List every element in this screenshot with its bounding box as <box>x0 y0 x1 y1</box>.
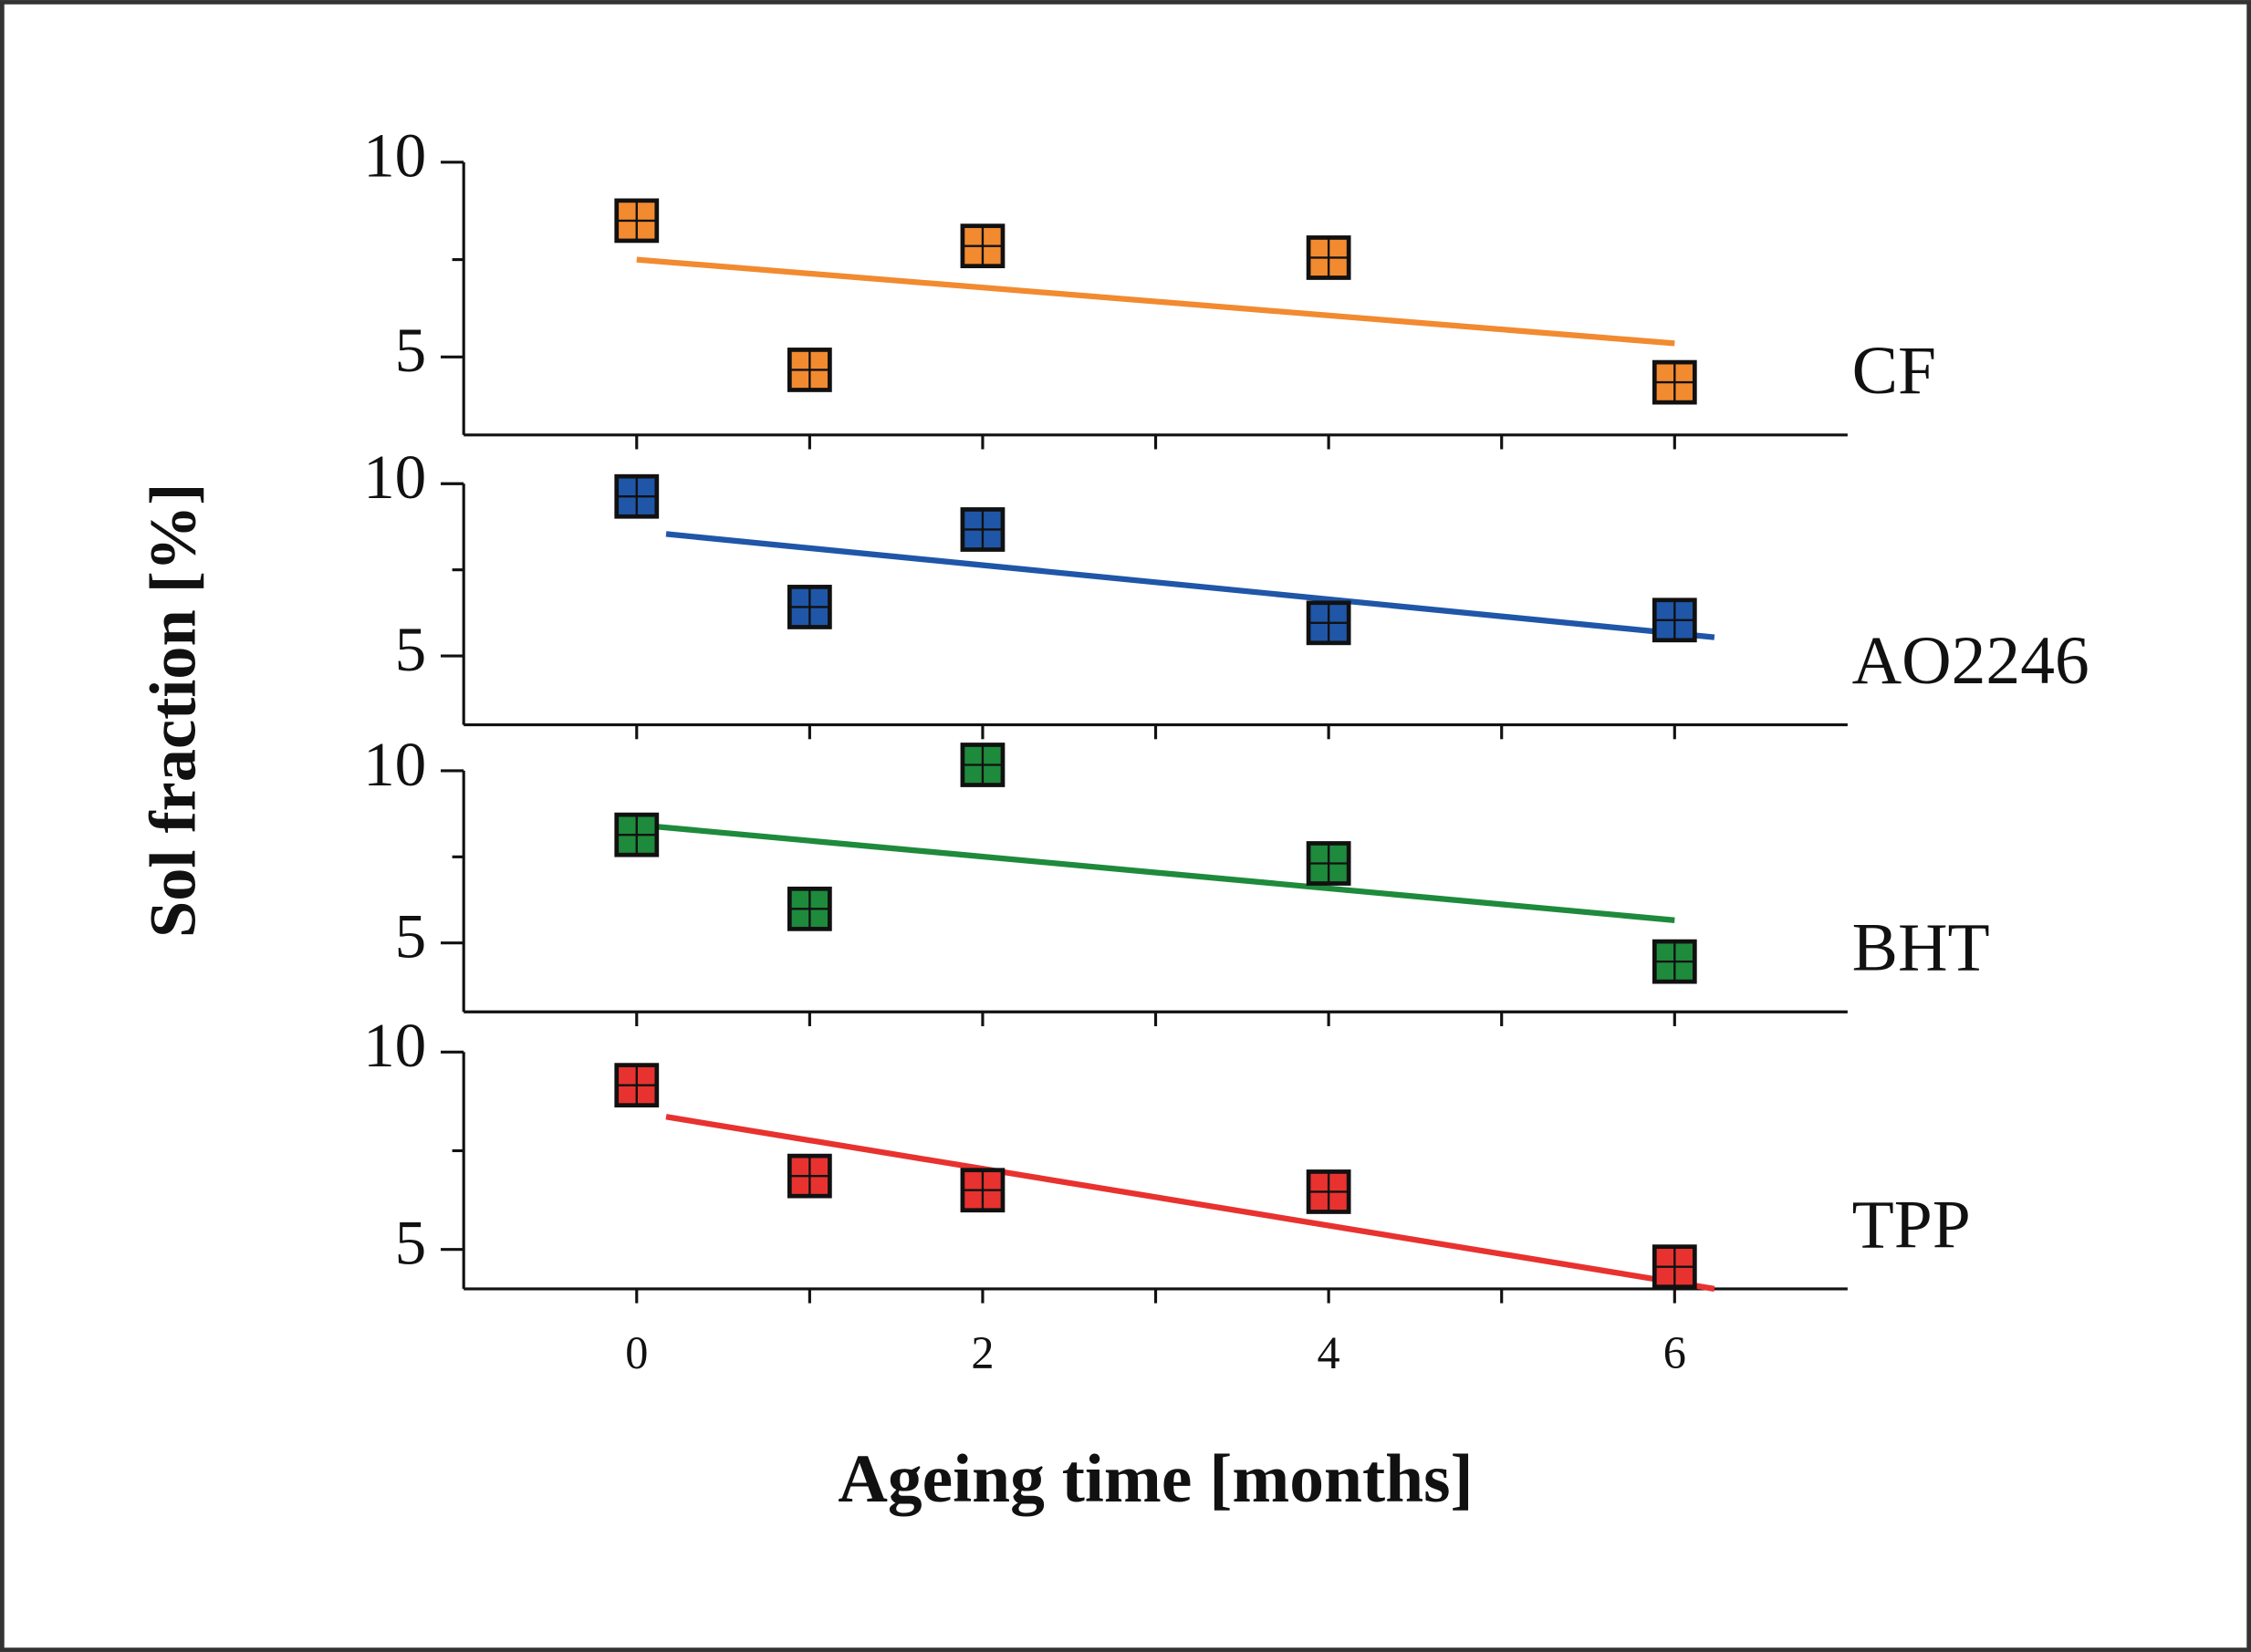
x-tick-label: 6 <box>1663 1327 1686 1378</box>
series-label: CF <box>1852 333 1936 409</box>
y-tick-label: 5 <box>395 901 427 971</box>
marker <box>1652 939 1697 984</box>
fit-line <box>665 1114 1715 1293</box>
marker <box>614 473 660 519</box>
marker <box>960 223 1006 269</box>
marker <box>960 743 1006 787</box>
marker <box>1306 1169 1351 1214</box>
marker <box>1652 359 1697 405</box>
y-tick-label: 10 <box>363 729 426 799</box>
x-tick-label: 0 <box>625 1327 648 1378</box>
marker <box>614 1063 660 1108</box>
series-label: TPP <box>1852 1187 1971 1262</box>
y-tick-label: 5 <box>395 315 427 385</box>
y-tick-label: 10 <box>363 120 426 191</box>
marker <box>1652 597 1697 643</box>
series-label: BHT <box>1852 910 1990 986</box>
marker <box>787 886 832 931</box>
marker <box>960 507 1006 552</box>
fit-line <box>636 256 1675 347</box>
marker <box>960 1168 1006 1213</box>
marker <box>787 1153 832 1199</box>
x-tick-label: 2 <box>971 1327 994 1378</box>
fit-line <box>636 822 1675 923</box>
marker <box>1306 841 1351 886</box>
marker <box>1306 235 1351 280</box>
y-tick-label: 10 <box>363 1010 426 1080</box>
marker <box>614 198 660 244</box>
y-tick-label: 5 <box>395 1208 427 1278</box>
marker <box>1652 1244 1697 1290</box>
marker <box>1306 600 1351 646</box>
x-axis-title: Ageing time [months] <box>838 1441 1473 1517</box>
marker <box>787 585 832 629</box>
y-tick-label: 10 <box>363 442 426 512</box>
marker <box>614 812 660 857</box>
y-tick-label: 5 <box>395 614 427 684</box>
y-axis-title: Sol fraction [%] <box>136 483 209 938</box>
x-tick-label: 4 <box>1318 1327 1340 1378</box>
marker <box>787 348 832 392</box>
fit-line <box>665 531 1715 640</box>
series-label: AO2246 <box>1852 623 2089 699</box>
